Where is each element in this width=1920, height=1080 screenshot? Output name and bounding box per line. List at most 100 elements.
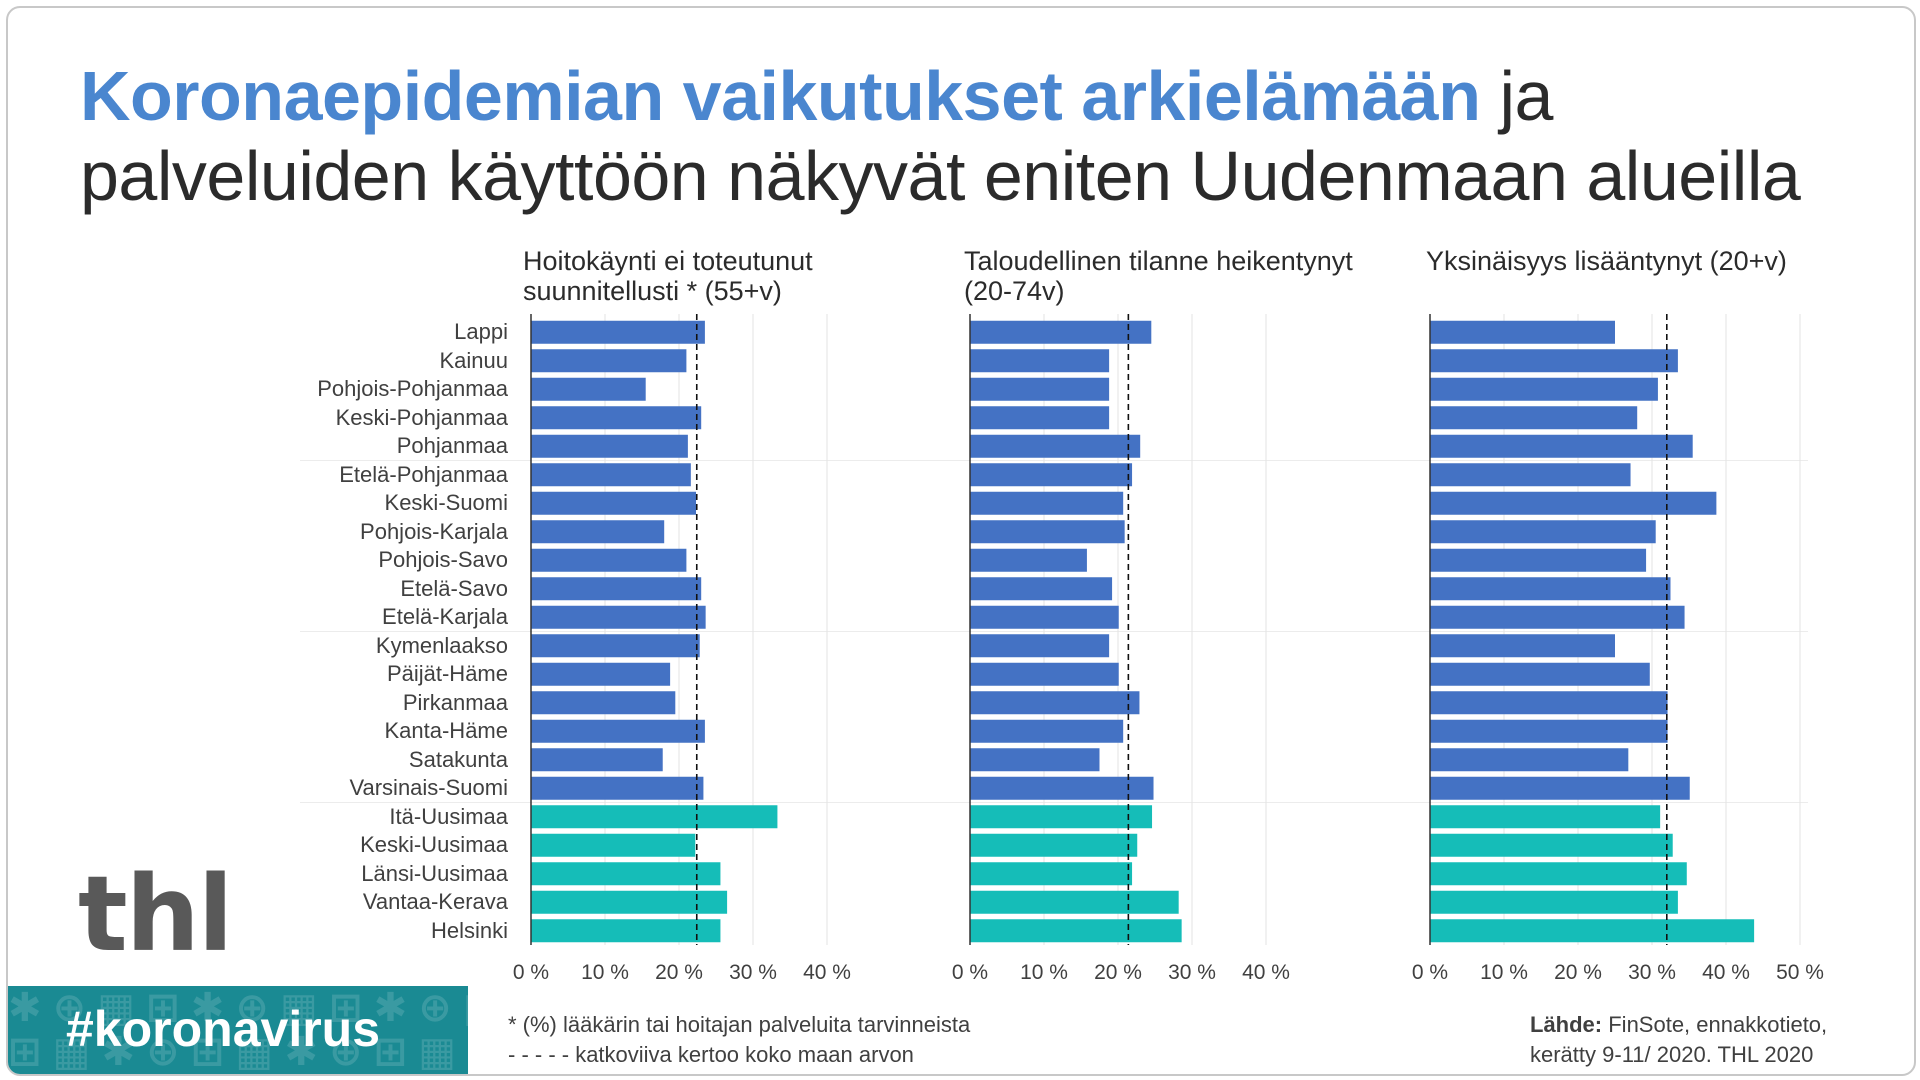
bar xyxy=(1430,320,1615,344)
bar xyxy=(970,634,1110,658)
panel-title-line: (20-74v) xyxy=(964,276,1065,306)
tick-label: 0 % xyxy=(513,961,549,984)
bar xyxy=(531,748,663,772)
category-label: Lappi xyxy=(454,319,508,344)
bar xyxy=(970,605,1119,629)
bar xyxy=(531,662,671,686)
panel-title-line: suunnitellusti * (55+v) xyxy=(523,276,782,306)
title-line2: palveluiden käyttöön näkyvät eniten Uude… xyxy=(80,137,1801,215)
bar xyxy=(531,434,688,458)
tick-label: 0 % xyxy=(1412,961,1448,984)
category-label: Etelä-Karjala xyxy=(382,604,508,629)
bar xyxy=(970,691,1140,715)
bar xyxy=(970,320,1152,344)
category-label: Keski-Uusimaa xyxy=(360,832,508,857)
panel-title: Hoitokäynti ei toteutunut suunnitellusti … xyxy=(523,246,813,306)
tick-label: 30 % xyxy=(729,961,777,984)
category-label: Satakunta xyxy=(408,746,508,772)
banner-pattern: ✱ ⊕ ▦ ⊞ ✱ ⊕ ▦ ⊞ ✱ ⊕ ▦ ⊞⊞ ▦ ✱ ⊕ ⊞ ▦ ✱ ⊕ ⊞… xyxy=(8,986,468,1074)
bar xyxy=(1430,434,1693,458)
bar xyxy=(1430,406,1638,430)
category-label: Pohjois-Savo xyxy=(378,547,508,572)
bar xyxy=(531,463,691,487)
bar xyxy=(970,662,1119,686)
bar xyxy=(531,377,646,401)
bar xyxy=(970,719,1124,743)
thl-logo: thl xyxy=(78,853,233,975)
bar xyxy=(1430,463,1631,487)
bar xyxy=(531,520,665,544)
panel-title-line: Taloudellinen tilanne heikentynyt xyxy=(964,246,1353,276)
title-accent: Koronaepidemian vaikutukset arkielämään xyxy=(80,57,1481,135)
bar xyxy=(1430,377,1658,401)
bar xyxy=(970,919,1182,943)
tick-label: 10 % xyxy=(581,961,629,984)
category-label: Keski-Suomi xyxy=(384,490,508,515)
tick-label: 10 % xyxy=(1020,961,1068,984)
bar xyxy=(970,577,1113,601)
source-note: Lähde: FinSote, ennakkotieto, kerätty 9-… xyxy=(1530,1010,1827,1070)
category-label: Pohjois-Pohjanmaa xyxy=(317,376,508,401)
bar xyxy=(970,463,1133,487)
bar xyxy=(1430,634,1615,658)
bar xyxy=(531,406,702,430)
category-label: Etelä-Pohjanmaa xyxy=(339,461,508,487)
page-title: Koronaepidemian vaikutukset arkielämään … xyxy=(80,56,1880,216)
tick-label: 0 % xyxy=(952,961,988,984)
bar xyxy=(531,605,706,629)
category-label: Pohjois-Karjala xyxy=(360,518,508,544)
tick-label: 50 % xyxy=(1776,961,1824,984)
bar xyxy=(531,919,721,943)
category-label: Itä-Uusimaa xyxy=(389,803,508,829)
bar xyxy=(1430,662,1650,686)
bar xyxy=(1430,719,1668,743)
tick-label: 40 % xyxy=(1242,961,1290,984)
bar xyxy=(531,548,687,572)
bar xyxy=(531,719,705,743)
tick-label: 40 % xyxy=(803,961,851,984)
bar xyxy=(1430,919,1755,943)
category-label: Vantaa-Kerava xyxy=(362,889,508,914)
bar xyxy=(1430,548,1647,572)
hashtag-banner: ✱ ⊕ ▦ ⊞ ✱ ⊕ ▦ ⊞ ✱ ⊕ ▦ ⊞⊞ ▦ ✱ ⊕ ⊞ ▦ ✱ ⊕ ⊞… xyxy=(8,986,468,1074)
bar xyxy=(1430,520,1656,544)
panel-title: Yksinäisyys lisääntynyt (20+v) xyxy=(1426,246,1787,276)
source-label: Lähde: xyxy=(1530,1012,1603,1037)
category-label: Etelä-Savo xyxy=(400,575,508,601)
bar xyxy=(531,776,704,800)
bar xyxy=(531,833,696,857)
bar xyxy=(1430,776,1690,800)
bar xyxy=(1430,805,1661,829)
bar xyxy=(1430,833,1673,857)
bar xyxy=(970,890,1179,914)
category-label: Länsi-Uusimaa xyxy=(361,860,508,886)
tick-label: 30 % xyxy=(1628,961,1676,984)
panel-title: Taloudellinen tilanne heikentynyt (20-74v… xyxy=(964,246,1353,306)
category-label: Pirkanmaa xyxy=(402,689,508,715)
bar xyxy=(970,862,1133,886)
bar xyxy=(531,320,705,344)
bar xyxy=(531,691,676,715)
category-label: Kanta-Häme xyxy=(384,718,508,743)
category-label: Kainuu xyxy=(439,347,508,373)
bar xyxy=(1430,748,1629,772)
bar xyxy=(531,577,702,601)
category-label: Keski-Pohjanmaa xyxy=(335,404,508,430)
tick-label: 20 % xyxy=(1554,961,1602,984)
bar xyxy=(970,548,1087,572)
tick-label: 20 % xyxy=(655,961,703,984)
tick-label: 30 % xyxy=(1168,961,1216,984)
bar xyxy=(970,491,1124,515)
bar xyxy=(970,748,1100,772)
tick-label: 40 % xyxy=(1702,961,1750,984)
category-label: Varsinais-Suomi xyxy=(349,775,508,800)
category-label: Kymenlaakso xyxy=(375,632,508,658)
panel-title-line: Hoitokäynti ei toteutunut xyxy=(523,246,813,276)
bar xyxy=(531,634,700,658)
bar xyxy=(531,862,721,886)
bar xyxy=(1430,862,1687,886)
bar xyxy=(970,434,1141,458)
bar xyxy=(970,776,1154,800)
bar xyxy=(970,377,1110,401)
bar xyxy=(531,491,697,515)
